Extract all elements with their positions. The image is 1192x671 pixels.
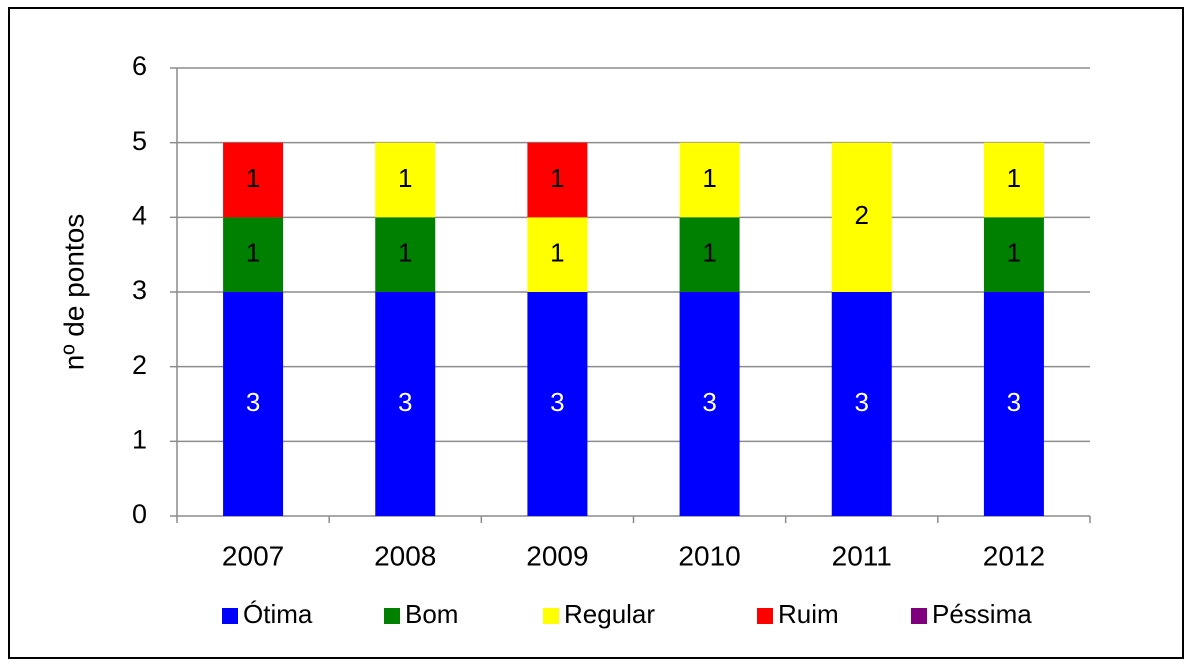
y-tick-label: 3 xyxy=(132,275,147,305)
x-tick-label: 2009 xyxy=(526,540,588,571)
data-label: 1 xyxy=(702,238,716,268)
y-tick-label: 5 xyxy=(132,126,147,156)
bar-segment xyxy=(679,142,740,218)
data-label: 3 xyxy=(398,387,412,417)
legend-label: Regular xyxy=(564,599,655,629)
data-label: 1 xyxy=(1007,163,1021,193)
data-label: 1 xyxy=(550,238,564,268)
bar-segment xyxy=(527,292,588,516)
data-label: 1 xyxy=(398,238,412,268)
data-label: 1 xyxy=(1007,238,1021,268)
bar-segment xyxy=(223,292,284,516)
bar-segment xyxy=(375,217,436,292)
bar-segment xyxy=(983,217,1044,292)
bar-segment xyxy=(679,217,740,292)
axes: 0 1 2 3 4 5 6 2007 2008 2009 2010 2011 2012 xyxy=(132,51,1091,571)
data-label: 3 xyxy=(550,387,564,417)
y-tick-label: 6 xyxy=(132,51,147,81)
bar-segment xyxy=(679,292,740,516)
data-label: 3 xyxy=(702,387,716,417)
bar-segment xyxy=(831,142,892,292)
bar-segment xyxy=(223,217,284,292)
legend-swatch xyxy=(757,608,773,624)
bar-segment xyxy=(831,292,892,516)
x-tick-label: 2012 xyxy=(983,540,1045,571)
x-tick-label: 2010 xyxy=(678,540,740,571)
legend-swatch xyxy=(222,608,238,624)
data-label: 1 xyxy=(550,163,564,193)
bars xyxy=(223,142,1044,516)
y-axis-title: nº de pontos xyxy=(58,214,89,371)
bar-segment xyxy=(983,292,1044,516)
y-tick-label: 1 xyxy=(132,424,147,454)
legend: Ótima Bom Regular Ruim Péssima xyxy=(222,599,1032,629)
legend-label: Péssima xyxy=(932,599,1032,629)
x-tick-label: 2011 xyxy=(832,540,892,571)
data-label: 1 xyxy=(246,163,260,193)
x-tick-label: 2008 xyxy=(374,540,436,571)
data-label: 3 xyxy=(246,387,260,417)
bar-segment xyxy=(983,142,1044,218)
legend-label: Bom xyxy=(405,599,458,629)
data-label: 1 xyxy=(398,163,412,193)
y-tick-label: 4 xyxy=(132,200,147,230)
bar-segment xyxy=(375,292,436,516)
legend-swatch xyxy=(543,608,559,624)
legend-swatch xyxy=(911,608,927,624)
bar-segment xyxy=(527,217,588,292)
data-labels: 3 1 1 3 1 1 3 1 1 3 1 1 3 2 3 1 1 xyxy=(246,163,1021,417)
legend-swatch xyxy=(384,608,400,624)
data-label: 2 xyxy=(855,200,869,230)
bar-segment xyxy=(527,142,588,218)
bar-segment xyxy=(223,142,284,218)
x-tick-label: 2007 xyxy=(222,540,284,571)
data-label: 1 xyxy=(246,238,260,268)
gridlines xyxy=(177,67,1090,443)
legend-label: Ruim xyxy=(778,599,839,629)
data-label: 1 xyxy=(702,163,716,193)
legend-label: Ótima xyxy=(243,599,313,629)
bar-segment xyxy=(375,142,436,218)
y-tick-label: 2 xyxy=(132,350,147,380)
data-label: 3 xyxy=(855,387,869,417)
data-label: 3 xyxy=(1007,387,1021,417)
y-tick-label: 0 xyxy=(132,499,147,529)
